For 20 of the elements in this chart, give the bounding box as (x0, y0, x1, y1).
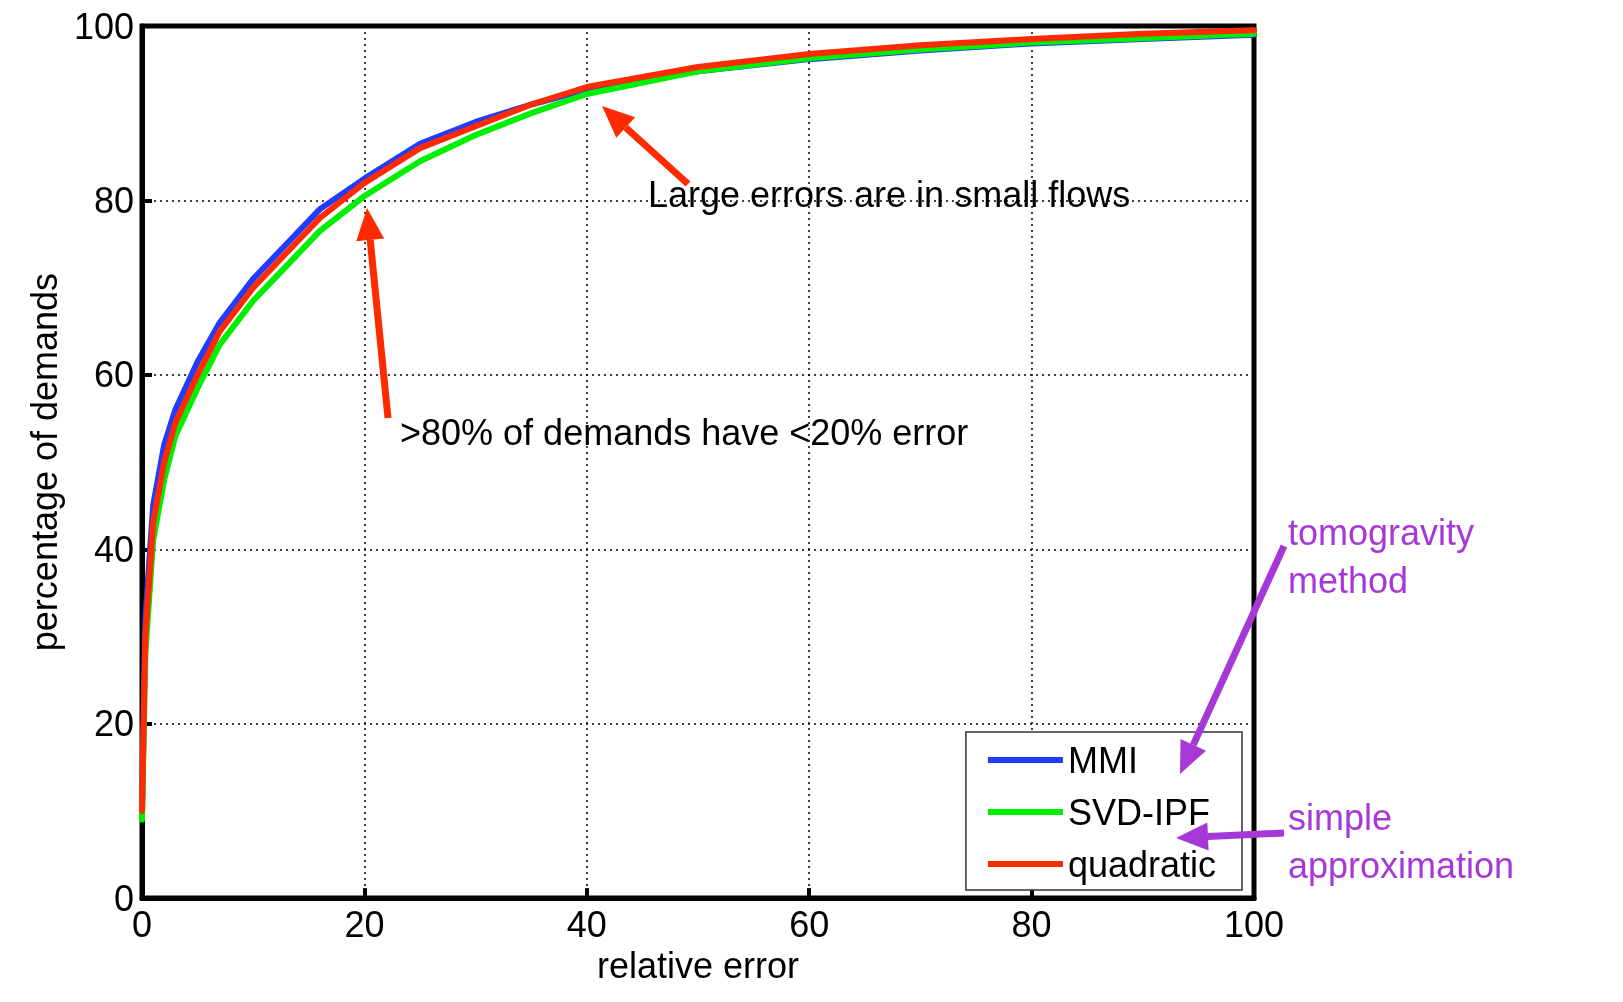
y-axis-title: percentage of demands (23, 272, 65, 652)
legend-label: SVD-IPF (1067, 791, 1210, 833)
annotation: >80% of demands have <20% error (400, 411, 969, 453)
y-tick-label: 100 (73, 5, 134, 47)
y-tick-label: 40 (93, 528, 134, 570)
x-tick-label: 100 (1223, 903, 1285, 945)
y-tick-label: 20 (93, 703, 134, 745)
y-tick-label: 80 (93, 179, 134, 221)
x-tick-label: 40 (566, 903, 607, 945)
x-tick-label: 20 (344, 903, 385, 945)
x-tick-label: 80 (1011, 903, 1052, 945)
y-tick-label: 0 (113, 877, 134, 919)
annotation: Large errors are in small flows (648, 173, 1131, 215)
text: simple approximation (1288, 796, 1515, 886)
y-tick-label: 60 (93, 354, 134, 396)
x-tick-label: 60 (789, 903, 830, 945)
legend-label: MMI (1067, 739, 1138, 781)
text: tomogravity method (1288, 511, 1485, 601)
legend-label: quadratic (1067, 843, 1217, 885)
x-axis-title: relative error (596, 944, 800, 986)
